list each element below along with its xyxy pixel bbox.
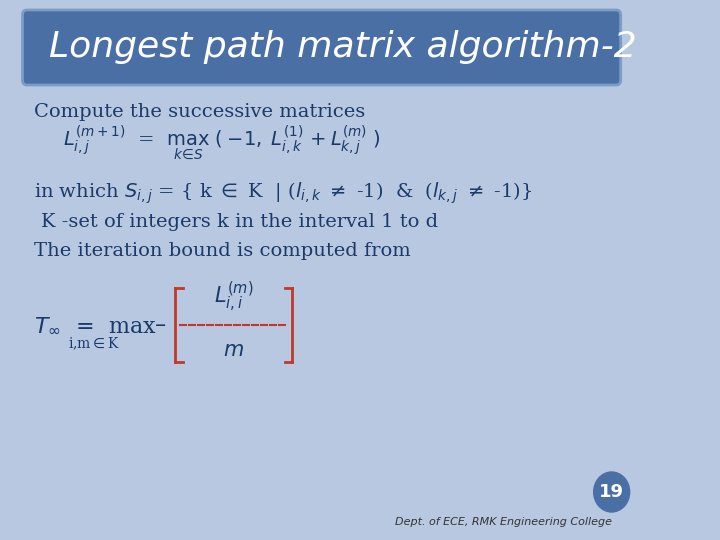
Text: The iteration bound is computed from: The iteration bound is computed from [34, 242, 411, 260]
Text: Dept. of ECE, RMK Engineering College: Dept. of ECE, RMK Engineering College [395, 517, 612, 527]
Text: K -set of integers k in the interval 1 to d: K -set of integers k in the interval 1 t… [41, 213, 438, 231]
Text: Compute the successive matrices: Compute the successive matrices [34, 103, 366, 121]
Text: $L^{(m+1)}_{i,j}$  =  $\max_{k \in S}$$\;( \; -1, \; L^{(1)}_{i,k} + L^{(m)}_{k,: $L^{(m+1)}_{i,j}$ = $\max_{k \in S}$$\;(… [63, 124, 380, 163]
FancyBboxPatch shape [22, 10, 621, 85]
Circle shape [594, 472, 629, 512]
Text: in which $S_{i,j}$ = { k $\in$ K  | ($l_{i,k}$ $\neq$ -1)  &  ($l_{k,j}$ $\neq$ : in which $S_{i,j}$ = { k $\in$ K | ($l_{… [34, 180, 532, 206]
Text: –: – [155, 315, 166, 335]
Text: i,m$\in$K: i,m$\in$K [68, 336, 120, 352]
Text: Longest path matrix algorithm-2: Longest path matrix algorithm-2 [50, 30, 637, 64]
Text: $L^{(m)}_{i,i}$: $L^{(m)}_{i,i}$ [214, 279, 253, 315]
Text: $T_{\infty}$  =  max: $T_{\infty}$ = max [34, 314, 157, 336]
Text: $m$: $m$ [223, 341, 244, 360]
Text: 19: 19 [599, 483, 624, 501]
